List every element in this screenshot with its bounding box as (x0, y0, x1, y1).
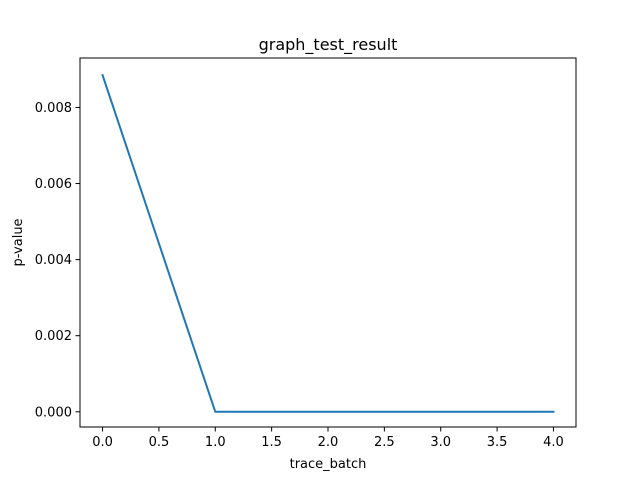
series-line (101, 73, 555, 413)
x-tick-label: 0.0 (92, 435, 113, 450)
x-tick-label: 3.5 (487, 435, 508, 450)
y-tick-label: 0.006 (35, 177, 72, 192)
x-axis-ticks: 0.0 0.5 1.0 1.5 2.0 2.5 3.0 3.5 4.0 (92, 427, 564, 450)
x-tick-label: 4.0 (543, 435, 564, 450)
y-tick-label: 0.004 (35, 253, 72, 268)
y-axis-ticks: 0.000 0.002 0.004 0.006 0.008 (35, 101, 80, 420)
x-tick-label: 1.0 (205, 435, 226, 450)
x-tick-label: 3.0 (430, 435, 451, 450)
x-tick-label: 2.0 (318, 435, 339, 450)
y-tick-label: 0.002 (35, 329, 72, 344)
x-tick-label: 1.5 (261, 435, 282, 450)
plot-area-frame (79, 57, 577, 428)
x-tick-label: 2.5 (374, 435, 395, 450)
y-axis-label: p-value (11, 218, 26, 266)
x-tick-label: 0.5 (149, 435, 170, 450)
y-tick-label: 0.000 (35, 405, 72, 420)
chart-title: graph_test_result (259, 35, 398, 55)
y-tick-label: 0.008 (35, 101, 72, 116)
x-axis-label: trace_batch (290, 457, 367, 472)
series-lines (101, 73, 555, 413)
